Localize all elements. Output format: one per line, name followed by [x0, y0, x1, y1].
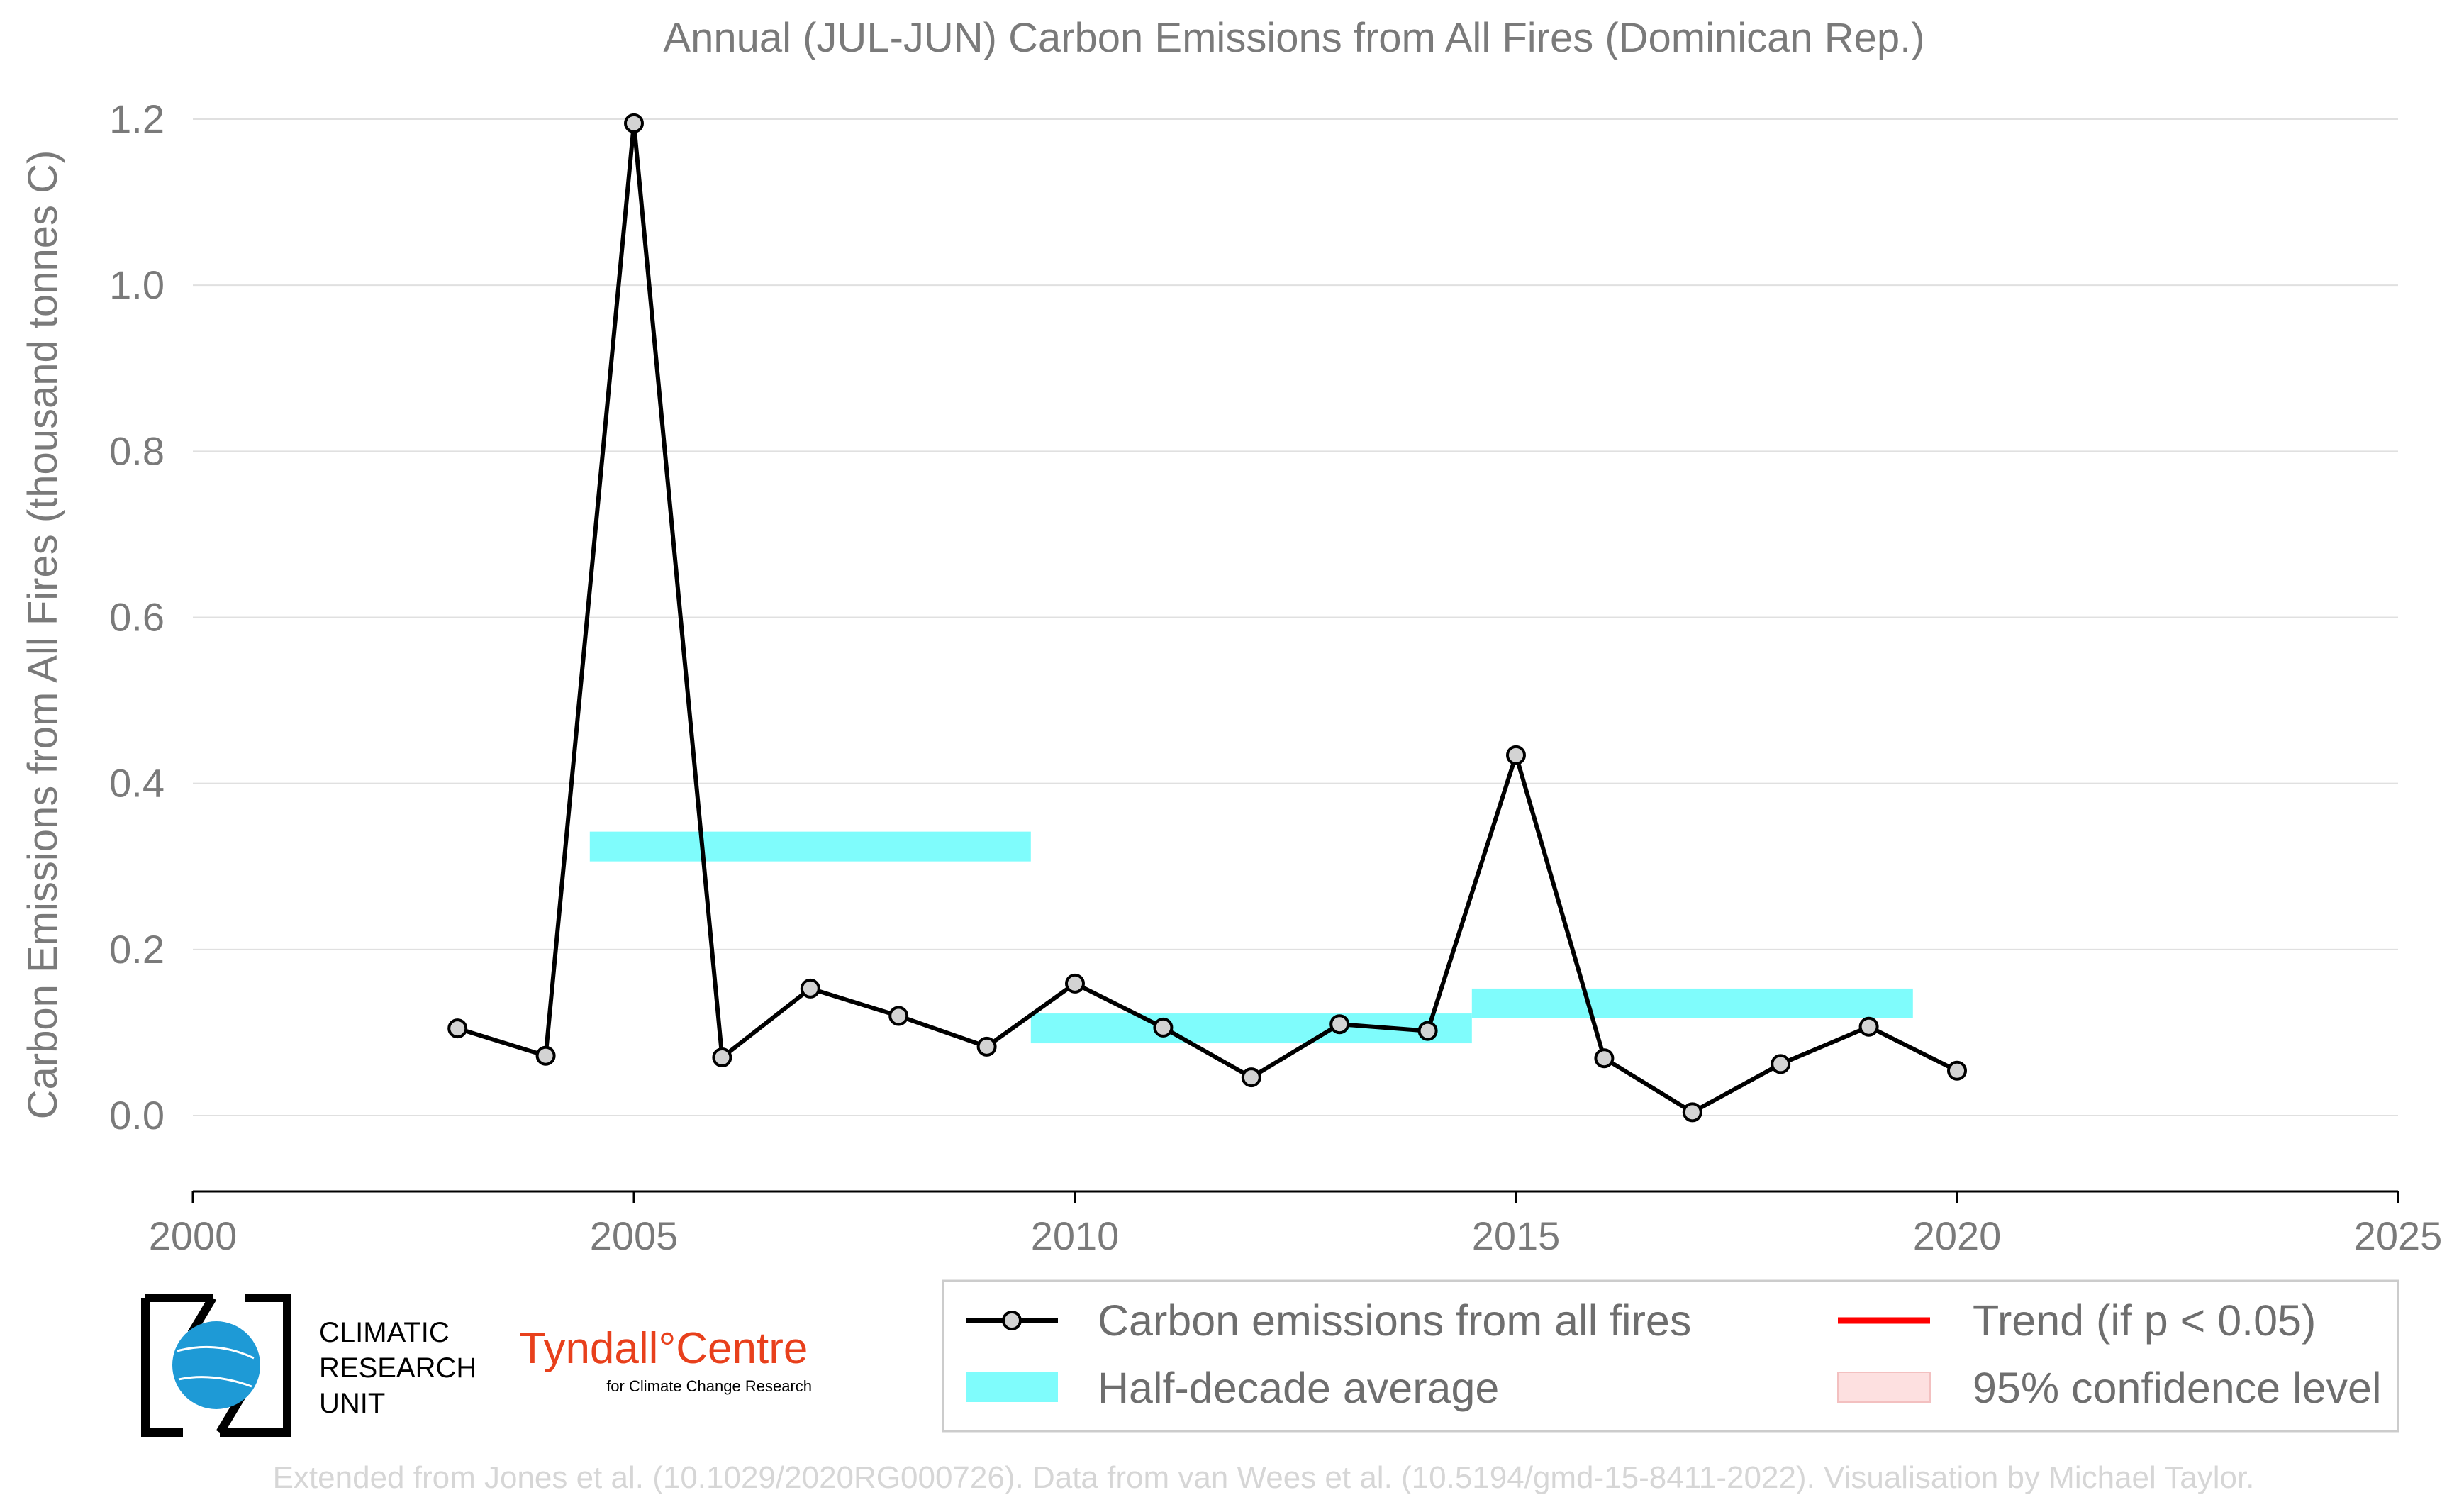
data-point	[888, 1006, 909, 1026]
tick-labels: 0.0 0.2 0.4 0.6 0.8 1.0 1.2 2000 2005 2010 2015 202…	[109, 96, 2442, 1258]
data-point	[712, 1047, 732, 1068]
x-tick-label: 2025	[2354, 1213, 2443, 1258]
legend-swatch-emissions-marker	[1002, 1311, 1022, 1330]
x-tick-label: 2020	[1913, 1213, 2002, 1258]
chart-title: Annual (JUL-JUN) Carbon Emissions from A…	[663, 15, 1924, 61]
cru-logo-line-1: CLIMATIC	[319, 1317, 450, 1348]
legend-label-emissions: Carbon emissions from all fires	[1098, 1296, 1691, 1345]
data-point	[1771, 1054, 1791, 1074]
x-tick-label: 2005	[590, 1213, 679, 1258]
legend-swatch-half-decade	[966, 1372, 1058, 1402]
data-point	[1858, 1016, 1879, 1037]
half-decade-average-bands	[589, 831, 1913, 1044]
x-tick-label: 2010	[1031, 1213, 1120, 1258]
y-tick-label: 0.0	[109, 1093, 165, 1138]
y-tick-label: 0.4	[109, 761, 165, 806]
tyndall-logo-sub: for Climate Change Research	[606, 1377, 812, 1395]
cru-logo-line-2: RESEARCH	[319, 1352, 476, 1384]
data-point	[1329, 1014, 1350, 1035]
legend-swatch-confidence	[1837, 1372, 1931, 1403]
x-tick-label: 2015	[1472, 1213, 1561, 1258]
y-tick-label: 0.6	[109, 595, 165, 640]
globe-icon	[172, 1321, 260, 1409]
cru-logo: CLIMATIC RESEARCH UNIT	[141, 1294, 476, 1437]
data-points	[447, 113, 1967, 1123]
data-point	[1153, 1017, 1174, 1038]
data-point	[535, 1045, 556, 1066]
legend: Carbon emissions from all fires Trend (i…	[942, 1279, 2399, 1433]
data-point	[800, 978, 820, 999]
legend-label-confidence: 95% confidence level	[1973, 1364, 2382, 1412]
cru-logo-line-3: UNIT	[319, 1388, 385, 1419]
data-point	[624, 113, 644, 133]
series-line-group	[457, 121, 1958, 1115]
y-axis-label: Carbon Emissions from All Fires (thousan…	[20, 150, 66, 1120]
legend-label-trend: Trend (if p < 0.05)	[1973, 1296, 2316, 1345]
data-point	[1506, 745, 1526, 765]
data-point	[976, 1036, 997, 1057]
credit-text: Extended from Jones et al. (10.1029/2020…	[273, 1460, 2255, 1495]
data-point	[447, 1018, 468, 1039]
data-point	[1241, 1067, 1261, 1088]
tyndall-logo-main: Tyndall°Centre	[519, 1324, 808, 1373]
tyndall-logo: Tyndall°Centre for Climate Change Resear…	[519, 1324, 812, 1395]
data-point	[1682, 1102, 1702, 1123]
data-point	[1594, 1048, 1615, 1069]
legend-frame	[942, 1279, 2399, 1433]
data-point	[1417, 1021, 1438, 1041]
y-tick-label: 0.2	[109, 927, 165, 972]
y-tick-label: 0.8	[109, 428, 165, 473]
y-tick-label: 1.2	[109, 96, 165, 141]
half-decade-band	[1471, 988, 1913, 1018]
x-tick-label: 2000	[149, 1213, 238, 1258]
axes	[191, 1190, 2399, 1203]
series-line	[457, 121, 1958, 1115]
half-decade-band	[589, 831, 1031, 862]
legend-label-half-decade: Half-decade average	[1098, 1364, 1499, 1412]
data-point	[1947, 1060, 1967, 1081]
gridlines	[193, 118, 2398, 1116]
data-point	[1065, 973, 1085, 994]
y-tick-label: 1.0	[109, 262, 165, 307]
